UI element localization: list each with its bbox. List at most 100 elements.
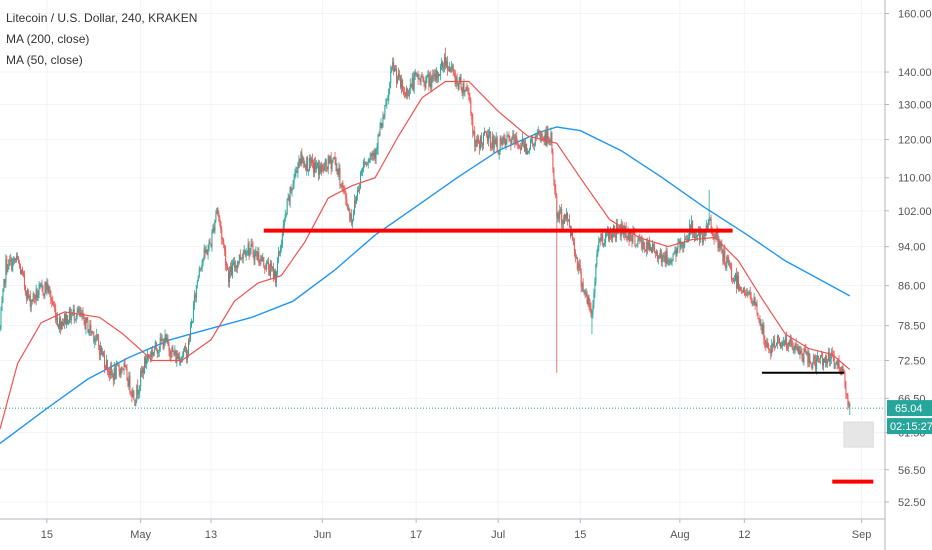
candle-body: [34, 298, 36, 300]
candle-body: [659, 249, 661, 258]
candle-body: [463, 83, 465, 92]
candle-body: [438, 74, 440, 78]
candle-body: [150, 351, 152, 357]
candle-body: [826, 360, 828, 364]
candle-body: [261, 256, 263, 262]
candle-body: [71, 312, 73, 315]
candle-body: [526, 151, 528, 154]
candle-body: [82, 312, 84, 314]
candle-body: [771, 344, 773, 354]
candle-body: [839, 366, 841, 370]
candle-body: [506, 135, 508, 140]
candle-body: [464, 91, 466, 93]
candle-body: [583, 290, 585, 292]
candle-body: [584, 290, 586, 294]
candle-body: [721, 243, 723, 254]
candle-body: [499, 138, 501, 152]
candle-body: [116, 364, 118, 366]
candle-body: [627, 232, 629, 238]
candle-body: [794, 343, 796, 351]
legend-symbol[interactable]: Litecoin / U.S. Dollar, 240, KRAKEN: [6, 11, 198, 25]
candle-body: [149, 356, 151, 357]
candle-body: [576, 257, 578, 270]
candle-body: [231, 265, 233, 276]
y-tick-label: 120.00: [898, 135, 932, 147]
candle-body: [646, 241, 648, 252]
candle-body: [459, 76, 461, 83]
candle-body: [440, 66, 442, 76]
candle-body: [360, 170, 362, 174]
candle-body: [781, 342, 783, 347]
candle-body: [188, 339, 190, 355]
candle-body: [297, 163, 299, 173]
candle-body: [349, 208, 351, 220]
candle-body: [563, 220, 565, 224]
candle-body: [405, 88, 407, 97]
candle-body: [304, 164, 306, 168]
candle-body: [664, 255, 666, 264]
x-tick-label: 12: [738, 529, 750, 541]
candle-body: [477, 138, 479, 143]
candle-body: [580, 272, 582, 287]
candle-body: [52, 301, 54, 306]
drawings-group: [0, 228, 885, 484]
candle-body: [784, 336, 786, 345]
y-tick-label: 130.00: [898, 100, 932, 112]
candle-body: [482, 143, 484, 146]
candle-body: [654, 253, 656, 254]
y-tick-label: 94.00: [898, 242, 926, 254]
candle-body: [384, 104, 386, 117]
candle-body: [28, 295, 30, 298]
candle-body: [55, 308, 57, 321]
candle-body: [626, 236, 628, 238]
candle-body: [364, 161, 366, 165]
candle-body: [236, 261, 238, 269]
candle-body: [104, 367, 106, 369]
legend-ma50[interactable]: MA (50, close): [6, 53, 83, 67]
candle-body: [162, 338, 164, 348]
candle-body: [413, 75, 415, 90]
candle-body: [329, 156, 331, 163]
candle-body: [652, 243, 654, 253]
candle-body: [493, 139, 495, 149]
candle-body: [706, 225, 708, 229]
candle-body: [592, 305, 594, 314]
candle-body: [96, 334, 98, 339]
candle-body: [98, 339, 100, 347]
candle-body: [535, 135, 537, 137]
candle-body: [375, 149, 377, 159]
candle-body: [271, 263, 273, 268]
candle-body: [577, 263, 579, 270]
y-tick-label: 78.50: [898, 321, 926, 333]
candle-body: [534, 135, 536, 146]
candle-body: [822, 358, 824, 366]
candle-body: [250, 243, 252, 250]
candle-body: [846, 393, 848, 396]
candle-body: [761, 324, 763, 334]
countdown-badge: [887, 418, 932, 435]
candle-body: [20, 270, 22, 275]
candle-body: [476, 139, 478, 143]
candle-body: [443, 56, 445, 68]
candle-body: [581, 283, 583, 287]
candle-body: [295, 170, 297, 172]
candle-body: [169, 350, 171, 356]
candle-body: [157, 350, 159, 354]
candle-body: [15, 260, 17, 262]
legend-ma200[interactable]: MA (200, close): [6, 32, 90, 46]
candle-body: [13, 258, 15, 261]
candle-body: [321, 165, 323, 168]
candle-body: [792, 348, 794, 351]
candle-body: [352, 219, 354, 224]
candle-body: [572, 239, 574, 242]
candle-body: [407, 94, 409, 97]
candle-body: [442, 62, 443, 68]
candle-body: [773, 339, 775, 347]
candle-body: [100, 345, 102, 356]
candle-body: [258, 252, 260, 263]
candle-body: [602, 233, 604, 246]
candle-body: [63, 313, 65, 323]
candle-body: [682, 242, 684, 248]
candle-body: [388, 88, 390, 100]
